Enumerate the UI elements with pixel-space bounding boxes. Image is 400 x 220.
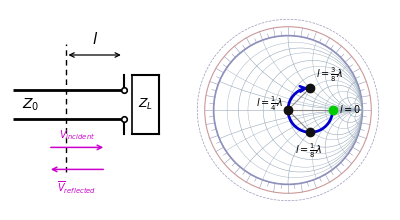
Text: $l$: $l$ xyxy=(92,31,98,47)
Bar xyxy=(132,75,159,134)
Text: $Z_0$: $Z_0$ xyxy=(22,96,39,113)
Text: $l=0$: $l=0$ xyxy=(338,103,361,115)
Text: $l=\frac{3}{8}\lambda$: $l=\frac{3}{8}\lambda$ xyxy=(316,66,343,84)
Text: $l=\frac{1}{4}\lambda$: $l=\frac{1}{4}\lambda$ xyxy=(256,95,283,113)
Text: $\overline{V}_{reflected}$: $\overline{V}_{reflected}$ xyxy=(58,179,97,196)
Text: $Z_L$: $Z_L$ xyxy=(138,97,153,112)
Text: $l=\frac{1}{8}\lambda$: $l=\frac{1}{8}\lambda$ xyxy=(295,142,322,160)
Text: $V_{incident}$: $V_{incident}$ xyxy=(59,128,95,142)
